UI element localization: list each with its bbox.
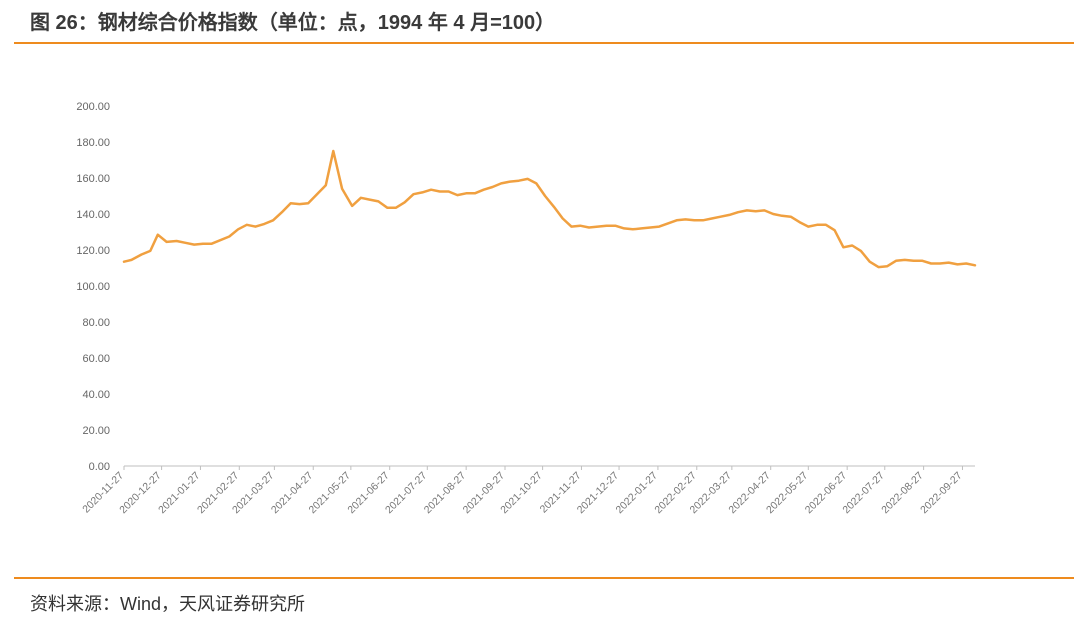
x-axis: 2020-11-272020-12-272021-01-272021-02-27… [80,465,975,517]
y-tick-label: 160.00 [76,173,110,185]
series-layer [122,149,977,269]
y-tick-label: 40.00 [82,389,110,401]
title-divider [14,42,1074,44]
y-tick-label: 120.00 [76,245,110,257]
source-note: 资料来源：Wind，天风证券研究所 [30,594,306,614]
y-tick-label: 180.00 [76,137,110,149]
source-divider [14,577,1074,579]
y-tick-label: 140.00 [76,209,110,221]
figure-title: 图 26：钢材综合价格指数（单位：点，1994 年 4 月=100） [30,12,556,34]
y-tick-label: 60.00 [82,353,110,365]
x-tick-label: 2022-09-27 [918,470,965,517]
y-tick-label: 0.00 [89,461,110,473]
y-axis: 0.00 20.00 40.00 60.00 80.00 100.00 120.00 140.… [76,101,110,473]
y-tick-label: 80.00 [82,317,110,329]
y-tick-label: 20.00 [82,425,110,437]
series-line [122,149,977,269]
y-tick-label: 100.00 [76,281,110,293]
y-tick-label: 200.00 [76,101,110,113]
